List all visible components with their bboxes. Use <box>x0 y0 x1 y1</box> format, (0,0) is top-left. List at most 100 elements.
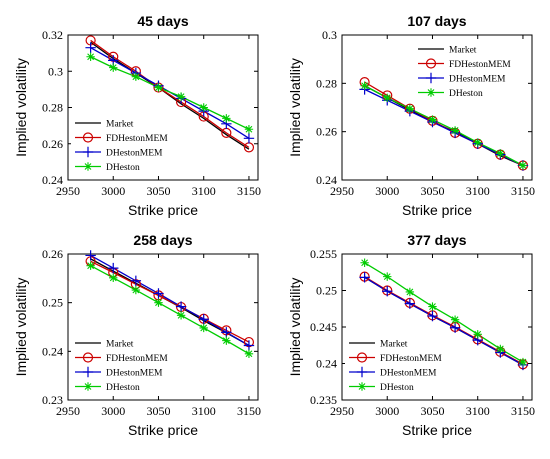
x-tick-label: 3050 <box>420 404 444 418</box>
y-tick-label: 0.26 <box>42 247 63 261</box>
data-point-dhestonmem <box>221 327 232 338</box>
data-point-dhestonmem <box>382 286 393 297</box>
x-axis-label: Strike price <box>128 202 198 218</box>
chart-panel-2: 2950 3000 3050 3100 3150 0.24 0.26 0.28 0.3 107 d… <box>287 13 535 218</box>
legend-marker <box>357 382 367 391</box>
data-point-dheston <box>109 63 118 72</box>
x-tick-label: 3150 <box>511 404 535 418</box>
data-point-dheston <box>496 344 505 354</box>
data-point-dheston <box>473 330 482 339</box>
legend-label: FDHestonMEM <box>380 354 442 364</box>
series-line-dheston <box>90 265 250 355</box>
x-tick-label: 3050 <box>146 184 170 198</box>
data-point-dheston <box>131 285 141 295</box>
data-point-dhestonmem <box>427 310 438 322</box>
y-tick-label: 0.32 <box>42 28 63 42</box>
data-point-dheston <box>450 315 460 324</box>
data-point-dheston <box>222 336 231 345</box>
data-point-dheston <box>518 161 528 170</box>
y-tick-label: 0.25 <box>316 284 337 298</box>
legend-label: DHestonMEM <box>380 369 437 379</box>
data-point-dheston <box>109 273 118 283</box>
x-tick-label: 3150 <box>237 184 261 198</box>
series-group <box>85 35 255 153</box>
legend-label: Market <box>380 340 408 350</box>
y-tick-label: 0.24 <box>316 173 337 187</box>
x-tick-label: 2950 <box>56 184 80 198</box>
legend-label: DHestonMEM <box>106 149 163 159</box>
legend-label: DHeston <box>449 89 483 99</box>
legend-label: DHeston <box>106 163 140 173</box>
legend-label: Market <box>106 120 134 130</box>
data-point-dhestonmem <box>359 272 370 283</box>
data-point-dheston <box>131 72 141 81</box>
y-tick-label: 0.24 <box>42 344 63 358</box>
data-point-dhestonmem <box>243 133 255 144</box>
x-tick-label: 3000 <box>375 404 399 418</box>
legend-label: DHestonMEM <box>449 75 506 85</box>
data-point-dhestonmem <box>130 275 142 286</box>
data-point-dhestonmem <box>243 340 255 351</box>
legend-box <box>71 334 183 396</box>
chart-title: 45 days <box>137 13 189 29</box>
data-point-dheston <box>154 298 163 307</box>
x-tick-label: 3100 <box>192 184 216 198</box>
data-point-dhestonmem <box>108 262 119 274</box>
data-point-dheston <box>405 287 415 297</box>
legend-label: FDHestonMEM <box>106 134 168 144</box>
data-point-dheston <box>199 103 208 112</box>
y-tick-label: 0.26 <box>42 137 63 151</box>
y-tick-label: 0.3 <box>48 64 63 78</box>
x-tick-label: 3050 <box>146 404 170 418</box>
series-group <box>85 250 255 358</box>
y-tick-label: 0.23 <box>42 393 63 407</box>
data-point-dheston <box>473 138 482 147</box>
legend-marker <box>82 146 94 158</box>
data-point-dhestonmem <box>85 42 96 53</box>
data-point-dhestonmem <box>85 250 96 261</box>
legend-box <box>345 334 457 396</box>
data-point-dheston <box>154 83 163 92</box>
legend-box <box>71 114 183 176</box>
data-point-dheston <box>176 311 186 320</box>
legend-label: FDHestonMEM <box>106 354 168 364</box>
x-tick-label: 3100 <box>466 404 490 418</box>
x-tick-label: 2950 <box>56 404 80 418</box>
legend-label: DHeston <box>106 383 140 393</box>
data-point-dhestonmem <box>153 288 164 299</box>
data-point-dheston <box>496 149 505 158</box>
y-tick-label: 0.235 <box>310 393 337 407</box>
legend: Market FDHestonMEM DHestonMEM DHeston <box>414 40 526 102</box>
chart-title: 377 days <box>407 232 466 248</box>
data-point-dhestonmem <box>404 298 416 309</box>
x-tick-label: 3100 <box>192 404 216 418</box>
legend-marker <box>83 162 93 171</box>
y-tick-label: 0.3 <box>322 28 337 42</box>
legend-marker <box>82 352 94 363</box>
data-point-dhestonmem <box>449 322 461 333</box>
legend-marker <box>83 382 93 391</box>
x-axis-label: Strike price <box>128 422 198 438</box>
legend-marker <box>426 88 436 97</box>
legend-marker <box>425 58 437 69</box>
chart-title: 258 days <box>133 232 192 248</box>
y-tick-label: 0.24 <box>316 357 337 371</box>
chart-panel-4: 2950 3000 3050 3100 3150 0.235 0.24 0.245 0.25 0.… <box>287 232 535 438</box>
x-tick-label: 3150 <box>511 184 535 198</box>
legend-label: DHestonMEM <box>106 369 163 379</box>
data-point-dheston <box>383 272 392 281</box>
legend-marker <box>82 366 94 378</box>
x-tick-label: 3000 <box>375 184 399 198</box>
x-tick-label: 3100 <box>466 184 490 198</box>
x-tick-label: 3000 <box>101 404 125 418</box>
legend-marker <box>82 132 94 143</box>
data-point-dhestonmem <box>175 301 187 312</box>
series-line-market <box>90 41 250 150</box>
x-axis-label: Strike price <box>402 422 472 438</box>
y-tick-label: 0.255 <box>310 247 337 261</box>
data-point-dhestonmem <box>198 314 209 325</box>
data-point-dheston <box>244 125 254 134</box>
series-group <box>359 77 529 171</box>
x-tick-label: 2950 <box>330 404 354 418</box>
